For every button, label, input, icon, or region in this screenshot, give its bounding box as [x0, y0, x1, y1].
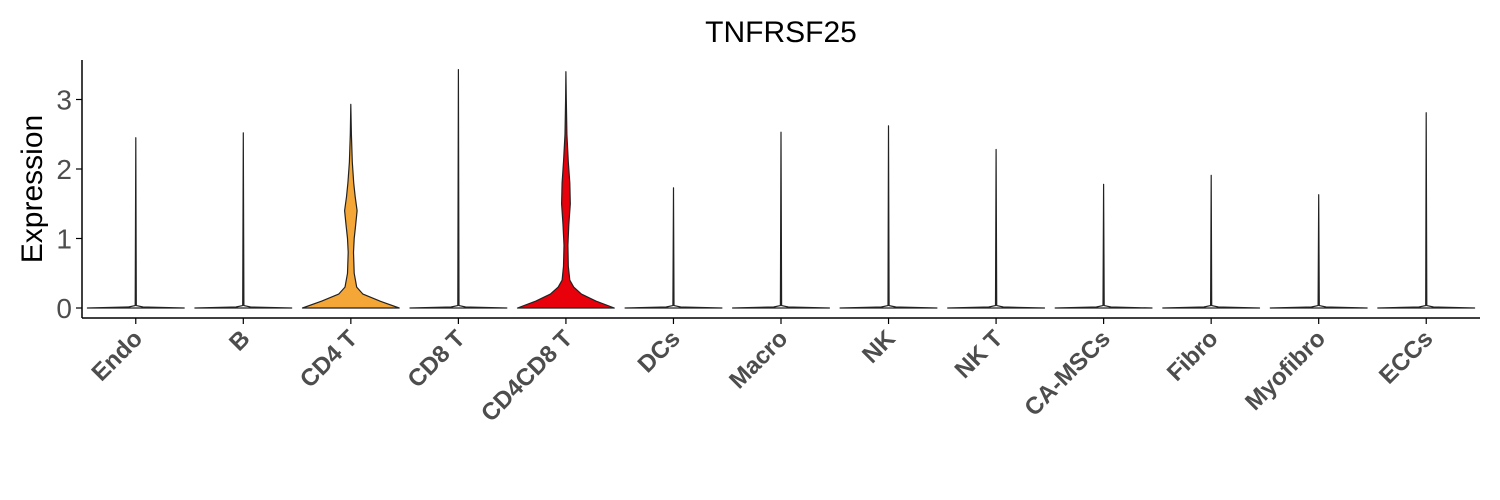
y-tick-label: 1 — [56, 224, 72, 255]
x-tick-label: CD4CD8 T — [476, 325, 578, 427]
violin-b — [194, 132, 293, 309]
violin-fibro — [1162, 174, 1261, 309]
violin-shape-macro — [732, 131, 830, 309]
violin-shape-myofibro — [1269, 194, 1368, 309]
violin-cd4-t — [301, 103, 400, 309]
violin-myofibro — [1269, 194, 1368, 309]
x-tick-label: Myofibro — [1240, 325, 1331, 416]
violin-shape-dcs — [624, 187, 723, 309]
y-axis-label: Expression — [16, 115, 49, 263]
violin-shape-endo — [86, 137, 185, 309]
violin-cd4cd8-t — [516, 71, 615, 309]
violin-eccs — [1377, 112, 1476, 309]
x-tick-label: Macro — [724, 325, 793, 394]
violin-nk-t — [947, 148, 1046, 309]
violin-shape-ca-mscs — [1054, 183, 1153, 309]
violin-cd8-t — [409, 69, 508, 309]
violin-shape-nk-t — [947, 148, 1046, 309]
violin-shape-cd8-t — [409, 69, 508, 309]
x-tick-label: ECCs — [1374, 325, 1438, 389]
violin-macro — [732, 131, 830, 309]
x-tick-label: CA-MSCs — [1019, 325, 1115, 421]
violin-ca-mscs — [1054, 183, 1153, 309]
x-tick-label: NK T — [950, 325, 1009, 384]
plot-area — [86, 69, 1476, 309]
x-tick-label: B — [224, 325, 255, 356]
x-axis: Endo B CD4 T CD8 T CD4CD8 T DCs Macro NK NK T CA-… — [82, 317, 1480, 427]
x-tick-label: CD8 T — [403, 325, 471, 393]
violin-shape-b — [194, 132, 293, 309]
violin-shape-fibro — [1162, 174, 1261, 309]
violin-shape-cd4-t — [301, 103, 400, 309]
x-tick-label: Endo — [87, 325, 149, 387]
x-tick-label: NK — [857, 325, 901, 369]
x-tick-label: Fibro — [1162, 325, 1224, 387]
y-tick-label: 3 — [56, 85, 72, 116]
violin-nk — [839, 125, 938, 309]
violin-dcs — [624, 187, 723, 309]
violin-endo — [86, 137, 185, 309]
violin-shape-eccs — [1377, 112, 1476, 309]
violin-shape-cd4cd8-t — [516, 71, 615, 309]
x-tick-label: DCs — [633, 325, 686, 378]
x-tick-label: CD4 T — [295, 325, 363, 393]
y-tick-label: 2 — [56, 154, 72, 185]
y-axis: 0 1 2 3 — [56, 60, 83, 324]
y-tick-label: 0 — [56, 293, 72, 324]
violin-shape-nk — [839, 125, 938, 309]
chart-title: TNFRSF25 — [705, 16, 857, 49]
